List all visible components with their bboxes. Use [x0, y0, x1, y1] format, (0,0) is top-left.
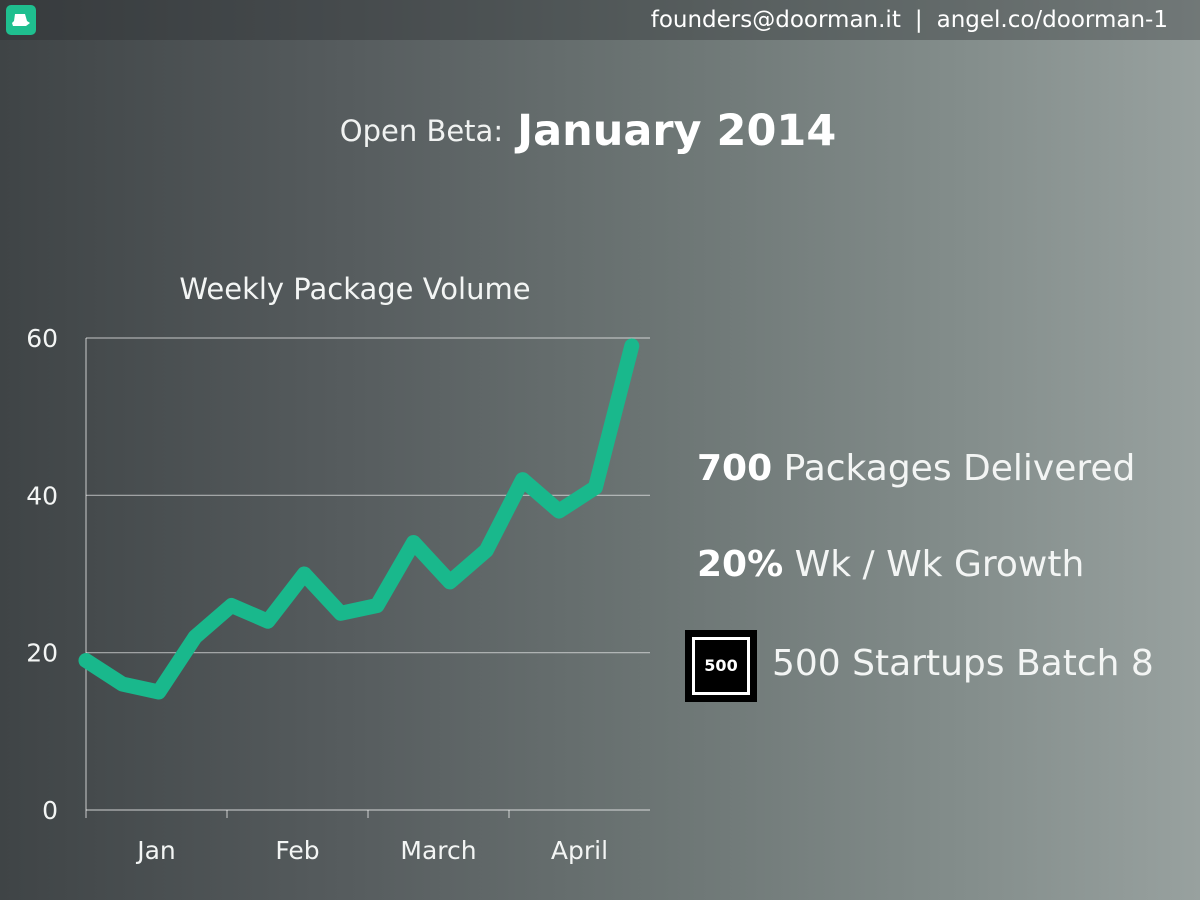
stat-growth-label: Wk / Wk Growth — [783, 544, 1085, 585]
accelerator-label: 500 Startups Batch 8 — [772, 643, 1154, 684]
data-point-1 — [121, 683, 123, 685]
x-tick-label-0: Jan — [135, 836, 176, 865]
x-tick-label-1: Feb — [275, 836, 319, 865]
contact-separator: | — [914, 7, 923, 33]
founders-email[interactable]: founders@doorman.it — [650, 7, 901, 33]
stat-packages-value: 700 — [697, 448, 773, 489]
data-point-3 — [194, 636, 196, 638]
doorman-logo — [6, 5, 36, 35]
500-startups-badge-text: 500 — [692, 637, 750, 695]
stat-packages-label: Packages Delivered — [772, 448, 1136, 489]
chart-title: Weekly Package Volume — [179, 272, 531, 306]
data-point-11 — [485, 549, 487, 551]
headline-label: Open Beta: — [339, 114, 504, 148]
data-point-9 — [413, 542, 415, 544]
500-startups-logo: 500 — [685, 630, 757, 702]
top-bar: founders@doorman.it | angel.co/doorman-1 — [0, 0, 1200, 40]
stat-growth: 20% Wk / Wk Growth — [697, 544, 1084, 585]
series-line-0 — [78, 338, 640, 700]
headline: Open Beta: January 2014 — [0, 106, 1176, 156]
y-tick-label-40: 40 — [26, 481, 58, 510]
data-point-2 — [158, 691, 160, 693]
stat-growth-value: 20% — [697, 544, 784, 585]
data-point-13 — [558, 510, 560, 512]
data-point-14 — [594, 487, 596, 489]
headline-date: January 2014 — [517, 106, 837, 156]
angel-link[interactable]: angel.co/doorman-1 — [936, 7, 1168, 33]
y-tick-label-60: 60 — [26, 324, 58, 353]
y-tick-label-0: 0 — [42, 796, 58, 825]
x-tick-label-2: March — [400, 836, 476, 865]
contact-info: founders@doorman.it | angel.co/doorman-1 — [651, 4, 1168, 36]
data-point-15 — [631, 345, 633, 347]
data-point-4 — [231, 605, 233, 607]
data-point-0 — [85, 660, 87, 662]
data-point-12 — [522, 479, 524, 481]
data-point-10 — [449, 581, 451, 583]
doorman-hat-icon — [12, 14, 30, 26]
data-point-6 — [303, 573, 305, 575]
x-tick-label-3: April — [551, 836, 608, 865]
data-point-5 — [267, 620, 269, 622]
stat-packages-delivered: 700 Packages Delivered — [697, 448, 1135, 489]
data-point-8 — [376, 605, 378, 607]
data-point-7 — [340, 612, 342, 614]
y-tick-label-20: 20 — [26, 639, 58, 668]
